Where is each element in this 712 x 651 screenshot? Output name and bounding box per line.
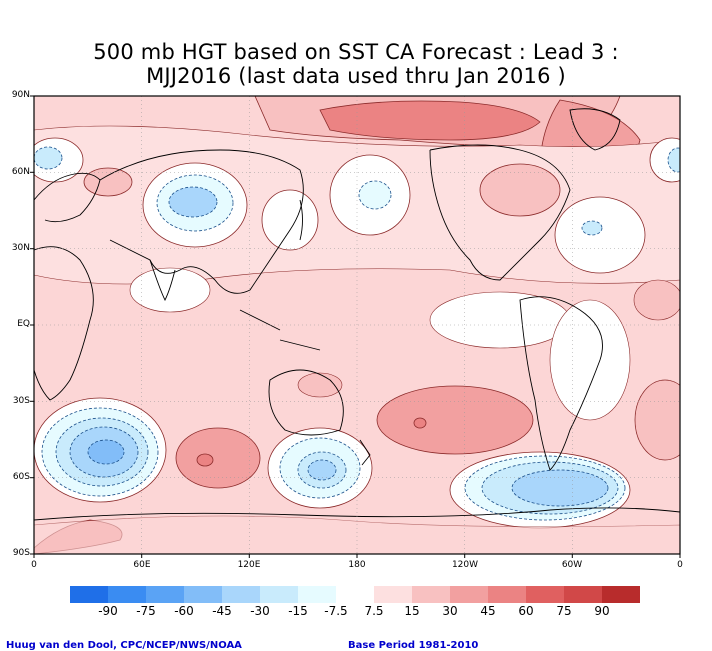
colorbar-tick-label: 30: [442, 604, 458, 618]
lat-label-eq: EQ: [17, 319, 30, 329]
antarctic-band: [34, 515, 680, 554]
lat-label-60s: 60S: [12, 472, 30, 482]
north-atlantic-neutral: [554, 196, 646, 274]
east-atlantic-neutral: [649, 137, 680, 183]
colorbar-swatch: [108, 586, 146, 603]
north-atlantic-weak-negative: [581, 220, 603, 236]
south-indian-ocean-core: [87, 439, 125, 465]
colorbar-swatch: [146, 586, 184, 603]
colorbar-tick-label: -60: [174, 604, 194, 618]
colorbar-tick-label: -30: [250, 604, 270, 618]
colorbar-tick-label: -75: [136, 604, 156, 618]
colorbar-swatch: [602, 586, 640, 603]
lon-label-180: 180: [348, 560, 366, 570]
lat-label-90s: 90S: [12, 548, 30, 558]
east-asia-neutral: [261, 189, 319, 251]
colorbar-swatch: [298, 586, 336, 603]
south-pacific-positive: [376, 385, 534, 455]
colorbar-tick-label: -15: [288, 604, 308, 618]
colorbar-swatch: [374, 586, 412, 603]
lon-label-0-right: 0: [677, 560, 683, 570]
colorbar-tick-label: 60: [518, 604, 534, 618]
colorbar-tick-label: 7.5: [364, 604, 384, 618]
indian-ocean-neutral: [129, 267, 211, 313]
west-pacific-positive: [297, 372, 343, 398]
colorbar-swatch: [564, 586, 602, 603]
colorbar-swatch: [260, 586, 298, 603]
north-pacific-weak-negative: [358, 180, 392, 210]
east-pacific-neutral: [429, 291, 571, 349]
east-atlantic-weak-negative: [667, 147, 680, 173]
footer-credit: Huug van den Dool, CPC/NCEP/NWS/NOAA: [6, 640, 242, 651]
drake-passage-core: [511, 469, 609, 507]
colorbar-swatch: [450, 586, 488, 603]
lon-label-120e: 120E: [237, 560, 261, 570]
colorbar-swatch: [526, 586, 564, 603]
lat-label-90n: 90N: [11, 90, 30, 100]
colorbar-tick-label: -90: [98, 604, 118, 618]
south-atlantic-positive: [634, 379, 680, 461]
colorbar-swatch: [488, 586, 526, 603]
colorbar-tick-label: 75: [556, 604, 572, 618]
colorbar-swatch: [184, 586, 222, 603]
colorbar-swatch: [412, 586, 450, 603]
colorbar-tick-label: 90: [594, 604, 610, 618]
colorbar-tick-label: 45: [480, 604, 496, 618]
south-indian-ocean-positive: [175, 427, 261, 489]
arctic-strong-positive: [319, 100, 541, 141]
atlantic-positive: [633, 279, 680, 321]
lat-label-30n: 30N: [11, 243, 30, 253]
colorbar-tick-label: -45: [212, 604, 232, 618]
colorbar-swatch: [336, 586, 374, 603]
colorbar-swatch: [70, 586, 108, 603]
south-pacific-peak: [413, 417, 427, 429]
siberia-positive: [83, 167, 133, 197]
coastlines: [34, 108, 680, 521]
lat-label-30s: 30S: [12, 396, 30, 406]
tasman-sea-core: [307, 459, 337, 481]
colorbar-tick-label: -7.5: [324, 604, 348, 618]
europe-weak-negative: [34, 146, 63, 170]
south-indian-ocean-peak: [196, 453, 214, 467]
colorbar: [70, 586, 640, 603]
map-gridlines: [34, 96, 680, 554]
south-america-neutral: [549, 299, 631, 421]
lon-label-120w: 120W: [451, 560, 479, 570]
lat-label-60n: 60N: [11, 167, 30, 177]
lon-label-60e: 60E: [133, 560, 151, 570]
footer-base-period: Base Period 1981-2010: [348, 640, 479, 651]
lon-label-0-left: 0: [31, 560, 37, 570]
colorbar-tick-label: 15: [404, 604, 420, 618]
axis-ticks: [30, 95, 681, 558]
map-title-line-2: MJJ2016 (last data used thru Jan 2016 ): [146, 64, 566, 88]
map-title-line-1: 500 mb HGT based on SST CA Forecast : Le…: [93, 40, 619, 64]
central-asia-negative: [168, 186, 218, 218]
lon-label-60w: 60W: [561, 560, 583, 570]
colorbar-swatch: [222, 586, 260, 603]
hudson-positive: [479, 163, 561, 217]
